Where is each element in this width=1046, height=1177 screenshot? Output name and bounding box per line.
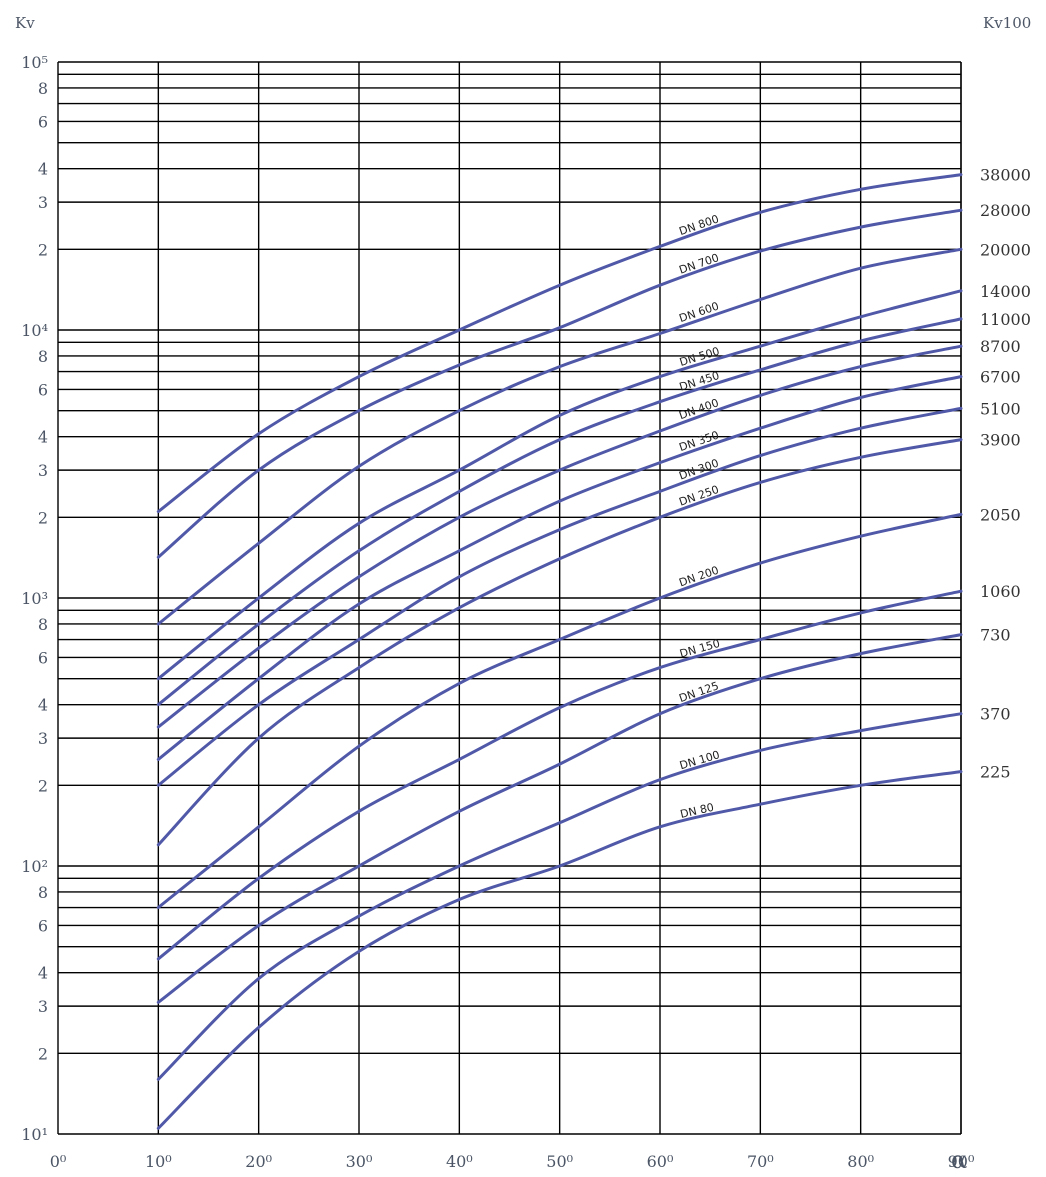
y-tick-label: 3 [38, 997, 48, 1016]
y-tick-label: 10² [21, 857, 48, 876]
curve-dn-600 [156, 247, 963, 626]
x-tick-label: 40⁰ [446, 1152, 473, 1171]
kv100-label-dn-80: 225 [980, 763, 1011, 782]
y-tick-label: 4 [38, 696, 48, 715]
y-tick-label: 6 [38, 112, 48, 131]
kv100-label-dn-500: 14000 [980, 282, 1031, 301]
y-tick-label: 2 [38, 240, 48, 259]
kv100-label-dn-600: 20000 [980, 240, 1031, 259]
y-tick-label: 3 [38, 193, 48, 212]
x-tick-label: 90⁰ [948, 1152, 975, 1171]
kv100-label-dn-100: 370 [980, 705, 1011, 724]
curve-dn-250 [156, 438, 963, 847]
kv100-label-dn-700: 28000 [980, 201, 1031, 220]
y-tick-label: 6 [38, 380, 48, 399]
y-tick-label: 6 [38, 916, 48, 935]
kv100-label-dn-150: 1060 [980, 582, 1021, 601]
kv100-label-dn-400: 8700 [980, 337, 1021, 356]
curve-dn-300 [156, 406, 963, 787]
x-tick-label: 0⁰ [50, 1152, 67, 1171]
curve-label-dn-800: DN 800 [677, 212, 720, 238]
y-tick-label: 8 [38, 347, 48, 366]
x-tick-label: 80⁰ [847, 1152, 874, 1171]
kv100-label-dn-800: 38000 [980, 166, 1031, 185]
y-tick-label: 8 [38, 883, 48, 902]
curve-label-dn-400: DN 400 [677, 396, 720, 422]
y-tick-label: 10⁵ [21, 53, 48, 72]
curve-label-dn-300: DN 300 [677, 457, 720, 483]
y-tick-label: 3 [38, 729, 48, 748]
kv100-label-dn-125: 730 [980, 626, 1011, 645]
curve-label-dn-125: DN 125 [677, 679, 720, 705]
y-tick-label: 10⁴ [21, 321, 48, 340]
curve-label-dn-700: DN 700 [677, 251, 720, 277]
kv100-label-dn-450: 11000 [980, 310, 1031, 329]
curve-dn-200 [156, 512, 963, 909]
curve-label-dn-200: DN 200 [677, 564, 720, 590]
y-tick-label: 4 [38, 964, 48, 983]
curve-dn-150 [156, 589, 963, 961]
y-tick-label: 6 [38, 648, 48, 667]
y-tick-label: 8 [38, 615, 48, 634]
kv100-label-dn-200: 2050 [980, 505, 1021, 524]
y-tick-label: 3 [38, 461, 48, 480]
curve-dn-100 [156, 712, 963, 1081]
y-axis-right-label: Kv100 [983, 14, 1031, 32]
kv100-label-dn-300: 5100 [980, 399, 1021, 418]
curve-label-dn-250: DN 250 [677, 483, 720, 509]
y-tick-label: 10¹ [21, 1125, 48, 1144]
y-tick-label: 8 [38, 79, 48, 98]
y-axis-label: Kv [15, 14, 35, 32]
y-tick-label: 10³ [21, 589, 48, 608]
curve-dn-450 [156, 317, 963, 707]
x-tick-label: 20⁰ [245, 1152, 272, 1171]
x-axis-label: α [951, 1146, 967, 1173]
y-tick-label: 4 [38, 428, 48, 447]
curve-dn-80 [156, 770, 963, 1130]
curve-dn-125 [156, 633, 963, 1004]
curve-dn-800 [156, 173, 963, 514]
curve-dn-350 [156, 375, 963, 761]
y-tick-label: 2 [38, 1044, 48, 1063]
y-tick-label: 4 [38, 160, 48, 179]
curve-label-dn-100: DN 100 [678, 748, 721, 772]
x-tick-label: 10⁰ [145, 1152, 172, 1171]
y-tick-label: 2 [38, 776, 48, 795]
curve-dn-400 [156, 344, 963, 729]
kv100-label-dn-350: 6700 [980, 368, 1021, 387]
curves [156, 173, 963, 1130]
x-tick-label: 30⁰ [346, 1152, 373, 1171]
y-tick-label: 2 [38, 508, 48, 527]
kv100-label-dn-250: 3900 [980, 431, 1021, 450]
x-tick-label: 70⁰ [747, 1152, 774, 1171]
curve-dn-500 [156, 289, 963, 681]
curve-dn-700 [156, 208, 963, 559]
x-tick-label: 50⁰ [546, 1152, 573, 1171]
x-tick-label: 60⁰ [647, 1152, 674, 1171]
